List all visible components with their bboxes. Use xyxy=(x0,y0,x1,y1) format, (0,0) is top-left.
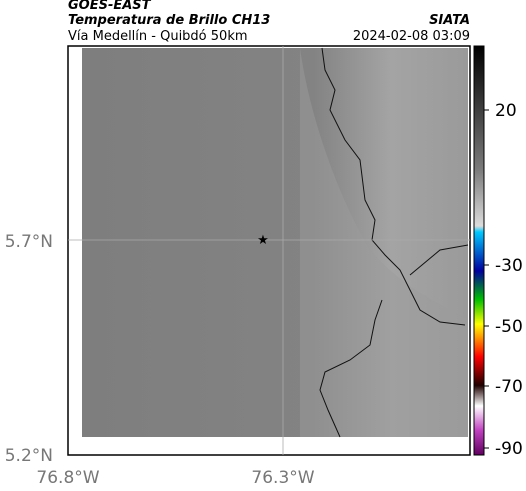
timestamp: 2024-02-08 03:09 xyxy=(353,29,470,44)
product: Temperatura de Brillo CH13 xyxy=(68,13,270,28)
colorbar-label: -50 xyxy=(495,317,523,337)
location: Vía Medellín - Quibdó 50km xyxy=(68,29,248,44)
lat-label: 5.7°N xyxy=(5,232,53,252)
source: SIATA xyxy=(429,13,470,28)
coastline xyxy=(319,47,469,438)
lon-label: 76.8°W xyxy=(36,468,99,488)
colorbar-label: -90 xyxy=(495,439,523,459)
lat-label: 5.2°N xyxy=(5,446,53,466)
colorbar-label: -70 xyxy=(495,377,523,397)
colorbar xyxy=(473,45,485,456)
lon-label: 76.3°W xyxy=(251,468,314,488)
colorbar-label: 20 xyxy=(495,101,517,121)
colorbar-label: -30 xyxy=(495,256,523,276)
satellite: GOES-EAST xyxy=(68,0,152,13)
cloud-region xyxy=(300,48,468,437)
marker-star: ★ xyxy=(257,233,269,248)
colorbar-ticks xyxy=(484,109,489,449)
